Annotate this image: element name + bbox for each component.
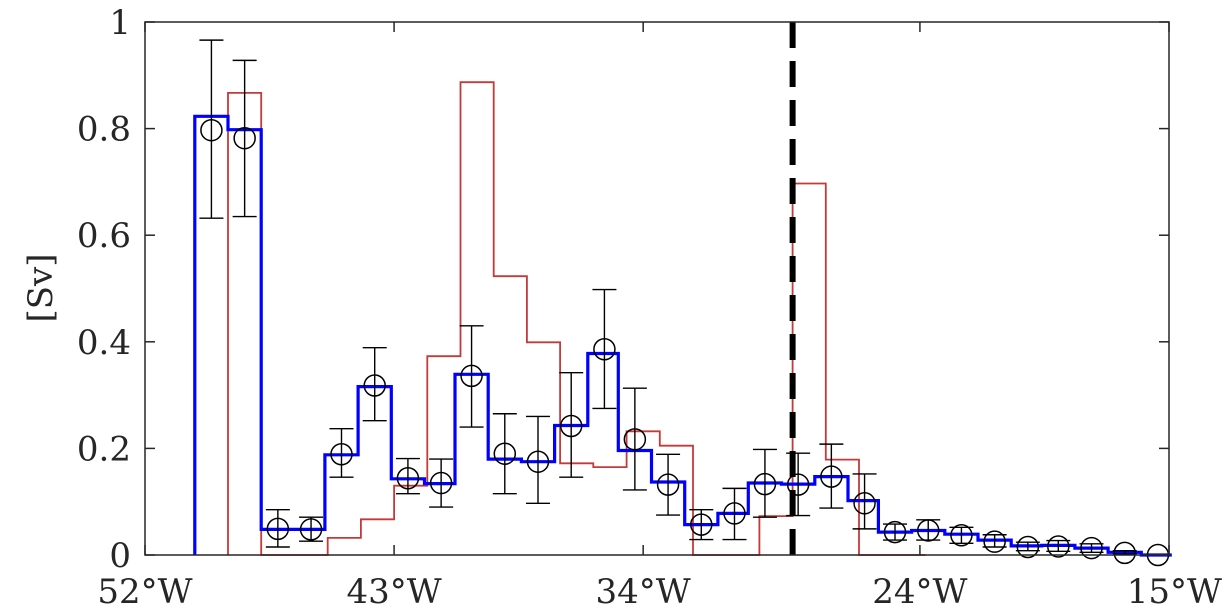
y-tick-label: 0.4 bbox=[77, 323, 131, 363]
y-tick-label: 0.6 bbox=[77, 216, 131, 256]
observation-marker bbox=[396, 466, 420, 490]
observation-marker bbox=[1113, 541, 1136, 565]
observation-point bbox=[525, 415, 550, 504]
observation-point bbox=[1079, 536, 1104, 560]
observation-point bbox=[852, 473, 877, 530]
tick-marks bbox=[144, 21, 1170, 556]
observation-marker bbox=[559, 414, 583, 438]
observation-point bbox=[1112, 541, 1137, 565]
observation-point bbox=[265, 508, 290, 548]
observation-marker bbox=[950, 524, 973, 547]
observation-marker bbox=[1080, 536, 1103, 560]
observation-point bbox=[786, 452, 811, 517]
observation-marker bbox=[656, 473, 680, 496]
observation-point bbox=[883, 520, 908, 544]
observation-point bbox=[1015, 535, 1040, 559]
observation-marker bbox=[1047, 535, 1070, 558]
observation-marker bbox=[460, 364, 483, 388]
observation-marker bbox=[200, 118, 223, 142]
observation-point bbox=[559, 372, 584, 478]
observation-point bbox=[362, 346, 387, 422]
y-tick-label: 0.2 bbox=[77, 429, 131, 469]
series-red-step bbox=[227, 81, 926, 556]
observation-marker bbox=[883, 520, 907, 544]
observation-marker bbox=[1016, 535, 1040, 559]
observation-point bbox=[395, 457, 420, 495]
observation-point bbox=[949, 524, 974, 547]
x-tick-label: 43°W bbox=[346, 572, 441, 611]
observation-point bbox=[982, 530, 1007, 553]
observation-point bbox=[199, 39, 224, 219]
observation-point bbox=[329, 427, 354, 478]
x-tick-label: 34°W bbox=[596, 572, 691, 611]
observation-marker bbox=[593, 338, 616, 361]
observation-marker bbox=[853, 492, 876, 515]
observation-point bbox=[689, 508, 714, 541]
observation-point bbox=[429, 458, 454, 508]
observation-marker bbox=[233, 126, 256, 150]
x-tick-label: 24°W bbox=[872, 572, 967, 611]
x-tick-label: 52°W bbox=[97, 572, 192, 611]
observation-point bbox=[752, 448, 777, 518]
y-tick-label: 1 bbox=[109, 3, 131, 43]
observation-point bbox=[622, 387, 647, 491]
observation-marker bbox=[916, 519, 940, 542]
observation-point bbox=[299, 516, 324, 542]
observation-marker bbox=[330, 443, 353, 466]
observation-point bbox=[656, 453, 681, 516]
observation-point bbox=[592, 288, 617, 410]
series-blue-step bbox=[193, 114, 1172, 557]
axes-box bbox=[144, 21, 1170, 556]
observation-marker bbox=[690, 513, 713, 536]
observation-marker bbox=[266, 517, 290, 541]
y-tick-label: 0 bbox=[109, 536, 131, 576]
y-axis-label: [Sv] bbox=[21, 253, 61, 322]
observation-marker bbox=[786, 473, 810, 496]
observation-marker bbox=[299, 518, 323, 541]
observation-marker bbox=[363, 374, 386, 397]
observation-marker bbox=[753, 472, 777, 496]
observation-marker bbox=[983, 530, 1006, 553]
observation-point bbox=[722, 487, 747, 541]
plot-marks bbox=[193, 22, 1172, 567]
y-tick-label: 0.8 bbox=[77, 110, 131, 150]
x-tick-label: 15°W bbox=[1127, 572, 1222, 611]
observation-point bbox=[916, 519, 941, 542]
tick-labels: 0 0.2 0.4 0.6 0.8 1 52°W 43°W 34°W 24°W 15°W bbox=[77, 3, 1222, 611]
observation-point bbox=[232, 59, 257, 218]
observation-point bbox=[459, 325, 484, 428]
observation-marker bbox=[723, 502, 746, 525]
observation-marker bbox=[526, 450, 550, 473]
observation-marker bbox=[429, 471, 453, 495]
observation-point bbox=[492, 413, 517, 495]
observation-point bbox=[819, 443, 844, 509]
observation-marker bbox=[623, 428, 647, 451]
observation-marker bbox=[493, 442, 517, 465]
observation-point bbox=[1046, 535, 1071, 558]
observation-marker bbox=[820, 465, 843, 488]
